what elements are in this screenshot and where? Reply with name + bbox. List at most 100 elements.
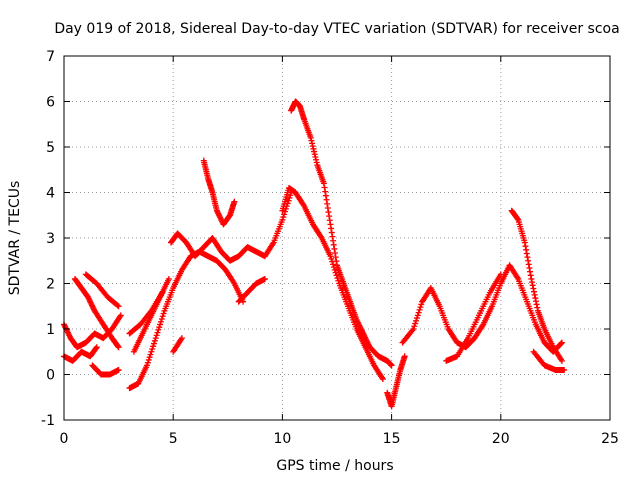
data-point [279, 216, 286, 223]
data-point [558, 340, 565, 347]
data-point [413, 315, 420, 322]
data-point [322, 188, 329, 195]
data-point [151, 337, 158, 344]
data-point [93, 344, 100, 351]
data-point [114, 302, 121, 309]
data-point [335, 277, 342, 284]
data-point [326, 217, 333, 224]
series-track-18 [443, 271, 504, 364]
data-point [321, 184, 328, 191]
y-tick-label: 2 [46, 277, 55, 293]
series-track-16 [399, 262, 565, 355]
data-point [178, 335, 185, 342]
data-point [331, 266, 338, 273]
data-points [61, 98, 568, 410]
series-track-2 [71, 275, 122, 351]
data-point [308, 137, 315, 144]
data-point [410, 326, 417, 332]
data-point [526, 265, 533, 272]
data-point [329, 258, 336, 265]
data-point [524, 254, 531, 261]
series-track-6 [126, 248, 247, 392]
data-point [531, 291, 538, 298]
x-tick-label: 25 [601, 431, 619, 447]
data-point [117, 312, 124, 319]
data-point [331, 245, 338, 252]
y-tick-label: 4 [46, 186, 55, 202]
data-point [332, 250, 339, 257]
data-point [156, 324, 163, 331]
y-tick-label: 6 [46, 95, 55, 111]
data-point [281, 211, 288, 218]
series-track-19 [530, 348, 568, 373]
data-point [522, 243, 529, 250]
data-point [114, 343, 121, 350]
data-point [145, 356, 152, 363]
x-axis-ticks: 0 5 10 15 20 25 [60, 56, 619, 447]
data-point [148, 348, 155, 355]
data-point [330, 261, 337, 268]
x-tick-label: 0 [60, 431, 69, 447]
data-point [309, 140, 316, 147]
data-point [414, 312, 421, 319]
data-point [329, 233, 336, 240]
data-point [417, 304, 424, 311]
data-point [152, 335, 159, 342]
data-point [313, 156, 320, 163]
y-axis-ticks: -1 0 1 2 3 4 5 6 7 [41, 49, 610, 429]
data-point [530, 288, 537, 295]
data-point [328, 255, 335, 262]
data-point [529, 282, 536, 289]
data-point [388, 362, 395, 369]
data-point [157, 321, 164, 328]
data-point [143, 362, 150, 369]
data-point [147, 351, 154, 358]
data-point [261, 275, 268, 282]
data-point [530, 285, 537, 292]
data-point [412, 320, 419, 327]
data-point [333, 272, 340, 279]
series-track-13 [288, 98, 395, 369]
data-point [561, 366, 568, 373]
y-tick-label: 0 [46, 368, 55, 384]
data-point [527, 272, 534, 279]
data-point [332, 269, 339, 276]
data-point [327, 221, 334, 228]
data-point [527, 268, 534, 275]
data-point [93, 345, 100, 352]
data-point [144, 359, 151, 366]
data-point [165, 275, 172, 282]
data-point [334, 275, 341, 282]
y-tick-label: 7 [46, 49, 55, 65]
data-point [528, 275, 535, 282]
data-point [155, 326, 162, 333]
data-point [411, 323, 418, 330]
series-track-4 [82, 271, 122, 310]
data-point [558, 357, 565, 364]
x-axis-label: GPS time / hours [276, 458, 393, 474]
data-point [286, 194, 293, 201]
data-point [309, 143, 316, 150]
data-point [149, 346, 156, 353]
data-point [154, 329, 161, 336]
data-point [150, 343, 157, 350]
series-track-3 [61, 344, 100, 364]
data-point [153, 332, 160, 339]
series-track-8 [126, 289, 166, 337]
data-point [401, 353, 408, 360]
data-point [328, 229, 335, 236]
data-point [523, 246, 530, 253]
data-point [525, 261, 532, 268]
data-point [280, 214, 287, 221]
data-point [379, 376, 386, 383]
x-tick-label: 10 [273, 431, 291, 447]
data-point [534, 304, 541, 311]
data-point [413, 317, 420, 324]
data-point [532, 295, 539, 302]
x-tick-label: 5 [169, 431, 178, 447]
x-tick-label: 20 [492, 431, 510, 447]
series-track-15 [384, 353, 408, 410]
data-point [525, 257, 532, 264]
data-point [523, 250, 530, 257]
data-point [558, 339, 565, 346]
